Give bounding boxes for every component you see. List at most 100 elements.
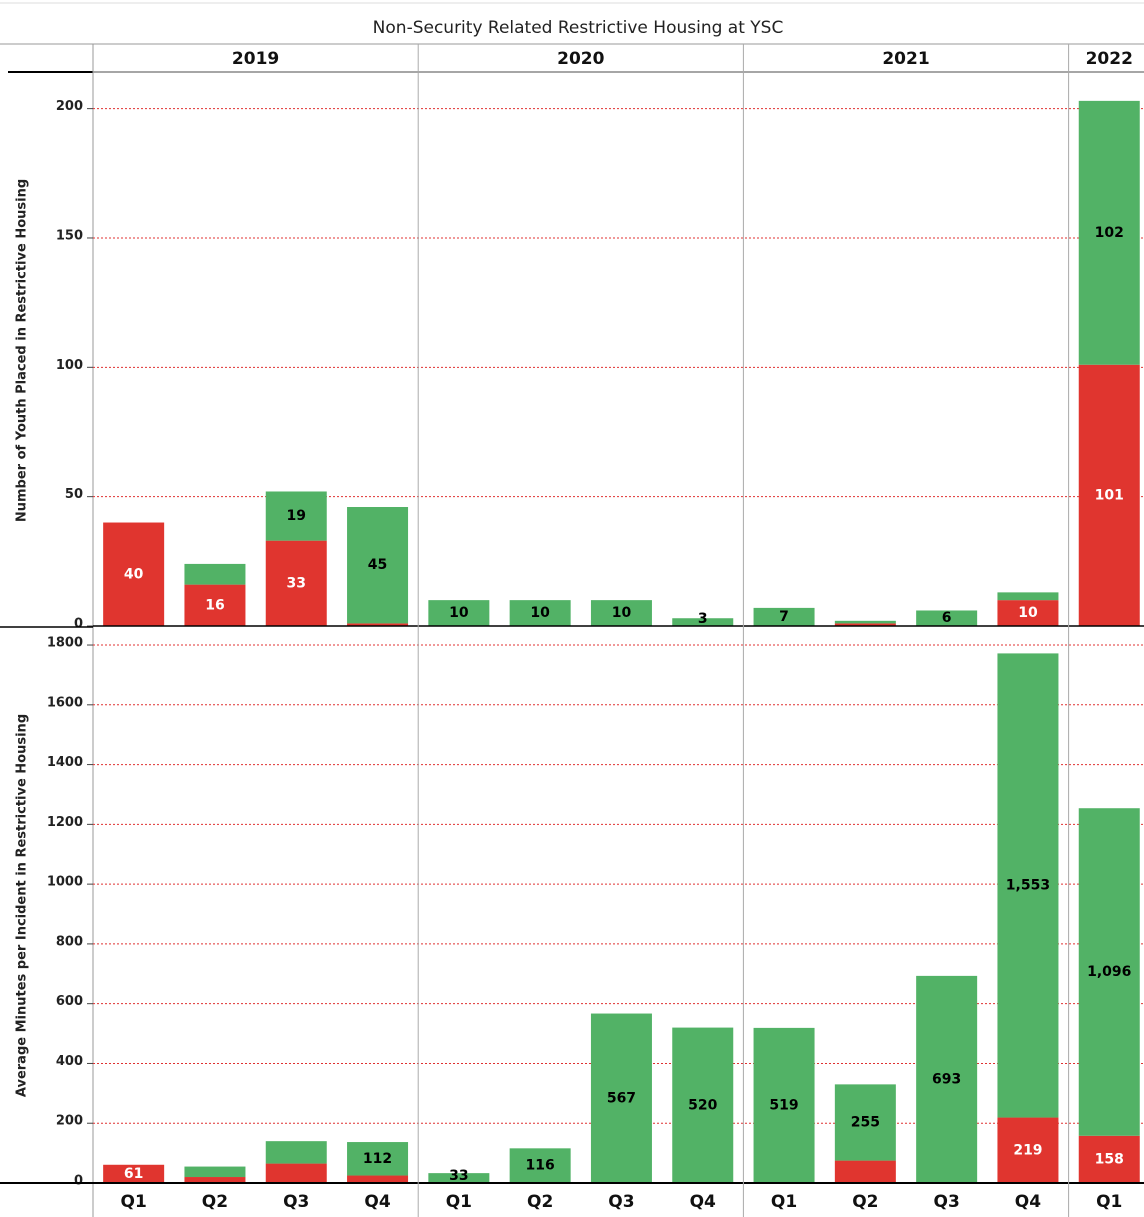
value-label: 16 — [205, 597, 224, 613]
bar-segment — [265, 1141, 327, 1164]
bar-segment — [184, 1177, 246, 1183]
x-tick-label: Q1 — [771, 1192, 797, 1212]
y-tick-label: 800 — [56, 934, 83, 949]
bar-segment — [265, 540, 327, 626]
bar-segment — [428, 1173, 490, 1183]
bar-segment — [997, 1117, 1059, 1183]
value-label: 10 — [530, 605, 550, 621]
bar-segment — [509, 600, 571, 626]
value-label: 1,553 — [1006, 877, 1050, 893]
value-label: 10 — [612, 605, 632, 621]
x-tick-label: Q4 — [690, 1192, 716, 1212]
y-axis-label: Average Minutes per Incident in Restrict… — [15, 714, 30, 1097]
value-label: 519 — [769, 1097, 798, 1113]
bar-segment — [265, 1163, 327, 1183]
value-label: 219 — [1013, 1142, 1042, 1158]
value-label: 112 — [363, 1151, 392, 1167]
value-label: 255 — [851, 1114, 880, 1130]
x-tick-label: Q2 — [202, 1192, 228, 1212]
value-label: 7 — [779, 609, 789, 625]
bar-segment — [184, 563, 246, 585]
year-label: 2022 — [1086, 49, 1133, 69]
bar-segment — [834, 1160, 896, 1183]
y-tick-label: 200 — [56, 1114, 83, 1129]
value-label: 45 — [368, 557, 387, 573]
value-label: 6 — [942, 610, 952, 626]
bar-segment — [428, 600, 490, 626]
bar-segment — [509, 1148, 571, 1183]
year-label: 2020 — [557, 49, 604, 69]
x-tick-label: Q3 — [608, 1192, 634, 1212]
y-tick-label: 0 — [74, 617, 83, 632]
y-tick-label: 400 — [56, 1054, 83, 1069]
y-tick-label: 100 — [56, 358, 83, 373]
bar-segment — [997, 600, 1059, 626]
year-label: 2019 — [232, 49, 279, 69]
x-tick-label: Q3 — [283, 1192, 309, 1212]
bar-segment — [916, 610, 978, 626]
x-tick-label: Q3 — [934, 1192, 960, 1212]
x-tick-label: Q1 — [446, 1192, 472, 1212]
y-tick-label: 50 — [65, 487, 83, 502]
bar-segment — [347, 1142, 409, 1176]
bar-segment — [1078, 1135, 1140, 1183]
bar-segment — [184, 1166, 246, 1178]
value-label: 102 — [1095, 225, 1124, 241]
y-tick-label: 1000 — [47, 875, 83, 890]
bar-segment — [672, 1027, 734, 1183]
y-tick-label: 150 — [56, 228, 83, 243]
chart-title: Non-Security Related Restrictive Housing… — [373, 18, 784, 38]
bar-segment — [347, 1175, 409, 1183]
bar-segment — [834, 623, 896, 626]
bar-segment — [916, 975, 978, 1183]
x-tick-label: Q4 — [364, 1192, 390, 1212]
y-tick-label: 1200 — [47, 815, 83, 830]
bar-segment — [672, 618, 734, 626]
value-label: 33 — [449, 1168, 468, 1184]
bar-segment — [1078, 808, 1140, 1136]
y-tick-label: 600 — [56, 994, 83, 1009]
x-tick-label: Q1 — [1096, 1192, 1122, 1212]
y-tick-label: 1600 — [47, 695, 83, 710]
value-label: 101 — [1095, 487, 1124, 503]
bar-segment — [265, 491, 327, 541]
bar-segment — [753, 607, 815, 626]
bar-segment — [834, 620, 896, 624]
value-label: 40 — [124, 566, 144, 582]
bar-segment — [347, 507, 409, 624]
x-tick-label: Q2 — [852, 1192, 878, 1212]
bar-segment — [1078, 100, 1140, 365]
x-tick-label: Q2 — [527, 1192, 553, 1212]
value-label: 567 — [607, 1090, 636, 1106]
bar-segment — [997, 592, 1059, 601]
value-label: 3 — [698, 611, 708, 627]
value-label: 520 — [688, 1097, 717, 1113]
bar-segment — [103, 522, 165, 626]
value-label: 158 — [1095, 1151, 1124, 1167]
bar-segment — [997, 653, 1059, 1118]
bar-segment — [834, 1084, 896, 1161]
x-tick-label: Q1 — [121, 1192, 147, 1212]
year-label: 2021 — [882, 49, 929, 69]
bar-segment — [103, 1164, 165, 1183]
value-label: 10 — [449, 605, 469, 621]
y-tick-label: 1400 — [47, 755, 83, 770]
x-tick-label: Q4 — [1015, 1192, 1041, 1212]
value-label: 693 — [932, 1071, 961, 1087]
bar-segment — [184, 584, 246, 626]
value-label: 116 — [526, 1158, 555, 1174]
bar-segment — [347, 623, 409, 626]
value-label: 33 — [287, 575, 306, 591]
value-label: 1,096 — [1087, 964, 1131, 980]
y-axis-label: Number of Youth Placed in Restrictive Ho… — [15, 179, 30, 522]
bar-segment — [590, 1013, 652, 1183]
value-label: 61 — [124, 1166, 143, 1182]
y-tick-label: 200 — [56, 99, 83, 114]
y-tick-label: 0 — [74, 1174, 83, 1189]
y-tick-label: 1800 — [47, 636, 83, 651]
bar-segment — [590, 600, 652, 626]
value-label: 10 — [1018, 605, 1038, 621]
value-label: 19 — [287, 508, 306, 524]
bar-segment — [1078, 364, 1140, 626]
